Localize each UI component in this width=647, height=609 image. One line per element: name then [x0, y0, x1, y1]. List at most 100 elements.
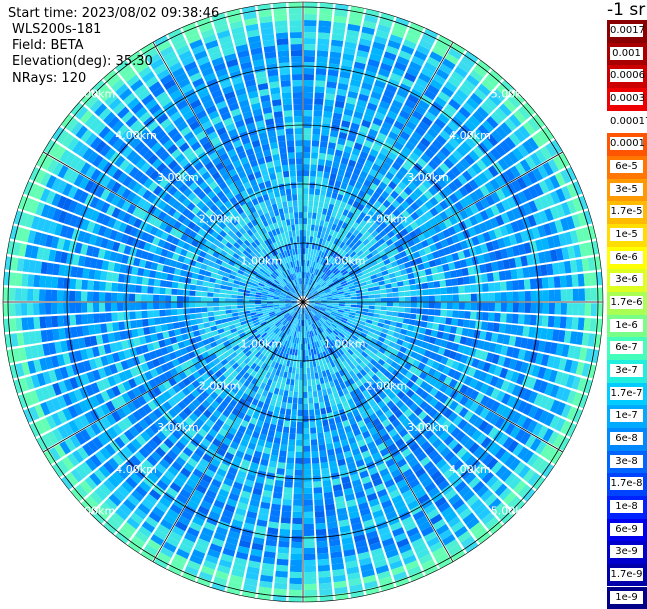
ray-gate-cell: [290, 330, 294, 337]
ray-gate-cell: [189, 313, 197, 320]
ray-gate-cell: [274, 362, 280, 370]
ray-gate-cell: [434, 288, 441, 295]
ray-gate-cell: [303, 206, 308, 213]
ray-gate-cell: [243, 583, 257, 593]
ray-gate-cell: [261, 562, 275, 571]
ray-gate-cell: [323, 220, 329, 228]
ray-gate-cell: [301, 307, 303, 314]
ray-gate-cell: [349, 390, 357, 398]
ray-gate-cell: [344, 297, 351, 300]
ray-gate-cell: [323, 233, 329, 241]
ray-gate-cell: [464, 540, 479, 553]
ray-gate-cell: [423, 28, 439, 40]
ray-gate-cell: [27, 288, 34, 301]
ray-gate-cell: [439, 280, 447, 287]
ray-gate-cell: [445, 279, 453, 287]
ray-gate-cell: [561, 344, 570, 358]
ray-gate-cell: [511, 313, 519, 324]
ray-gate-cell: [304, 14, 317, 21]
ray-gate-cell: [488, 363, 497, 375]
ray-gate-cell: [473, 463, 486, 476]
ray-gate-cell: [304, 278, 306, 285]
ray-gate-cell: [383, 51, 397, 61]
ray-gate-cell: [355, 136, 365, 145]
ray-gate-cell: [351, 116, 362, 125]
ray-gate-cell: [332, 268, 339, 274]
ray-gate-cell: [317, 44, 329, 52]
ray-gate-cell: [398, 297, 405, 302]
ray-gate-cell: [75, 302, 82, 313]
ray-gate-cell: [213, 311, 220, 316]
ray-gate-cell: [260, 458, 269, 467]
ray-gate-cell: [208, 510, 221, 521]
ray-gate-cell: [328, 272, 335, 278]
ray-gate-cell: [464, 387, 474, 398]
ray-gate-cell: [326, 443, 334, 451]
ray-gate-cell: [567, 245, 576, 259]
ray-gate-cell: [466, 426, 478, 438]
ray-gate-cell: [331, 118, 341, 126]
ray-gate-cell: [330, 287, 337, 292]
ray-gate-cell: [249, 293, 256, 297]
ray-gate-cell: [483, 423, 494, 436]
ray-gate-cell: [572, 288, 579, 301]
ray-gate-cell: [423, 531, 438, 543]
ray-gate-cell: [349, 11, 363, 21]
ray-gate-cell: [347, 134, 357, 142]
ray-gate-cell: [273, 485, 283, 493]
ray-gate-cell: [318, 158, 325, 166]
ray-gate-cell: [265, 371, 271, 379]
ray-gate-cell: [361, 256, 369, 263]
ray-gate-cell: [318, 582, 332, 590]
ray-gate-cell: [299, 307, 302, 314]
ray-gate-cell: [492, 502, 506, 516]
ray-gate-cell: [275, 400, 282, 408]
ray-gate-cell: [343, 287, 350, 291]
ray-gate-cell: [311, 290, 317, 295]
ray-gate-cell: [393, 240, 402, 248]
ray-gate-cell: [303, 68, 315, 75]
ray-gate-cell: [366, 344, 374, 352]
ray-gate-cell: [342, 419, 350, 428]
ray-gate-cell: [442, 534, 456, 546]
ray-gate-cell: [225, 290, 232, 295]
ray-gate-cell: [325, 509, 336, 517]
ray-gate-cell: [332, 574, 346, 583]
ray-gate-cell: [309, 324, 313, 331]
ray-gate-cell: [303, 254, 306, 260]
ray-gate-cell: [292, 517, 303, 524]
ray-gate-cell: [305, 313, 308, 320]
ray-gate-cell: [386, 195, 395, 204]
ray-gate-cell: [320, 462, 329, 469]
ray-gate-cell: [569, 230, 579, 244]
ray-gate-cell: [318, 289, 324, 293]
ray-gate-cell: [532, 167, 544, 182]
ray-gate-cell: [33, 303, 40, 316]
ray-gate-cell: [27, 303, 34, 316]
ray-gate-cell: [371, 143, 382, 152]
ray-gate-cell: [171, 288, 178, 295]
ray-gate-cell: [426, 237, 435, 246]
ray-gate-cell: [320, 305, 327, 309]
ray-gate-cell: [328, 454, 336, 462]
ray-gate-cell: [552, 356, 561, 370]
ray-gate-cell: [231, 302, 238, 306]
ray-gate-cell: [469, 69, 484, 83]
ray-gate-cell: [492, 161, 504, 174]
ray-gate-cell: [450, 427, 461, 438]
ray-gate-cell: [523, 242, 532, 254]
ray-gate-cell: [323, 323, 329, 329]
ray-gate-cell: [560, 169, 572, 184]
ray-gate-cell: [401, 516, 414, 527]
ray-gate-cell: [331, 557, 344, 565]
ray-gate-cell: [325, 292, 332, 296]
ray-gate-cell: [340, 65, 352, 73]
ray-gate-cell: [298, 313, 301, 320]
ray-gate-cell: [252, 411, 260, 420]
ray-gate-cell: [220, 318, 228, 324]
ray-gate-cell: [350, 304, 357, 308]
ray-gate-cell: [323, 394, 329, 402]
ray-gate-cell: [267, 527, 279, 535]
ray-gate-cell: [394, 343, 402, 351]
ray-gate-cell: [322, 419, 329, 427]
